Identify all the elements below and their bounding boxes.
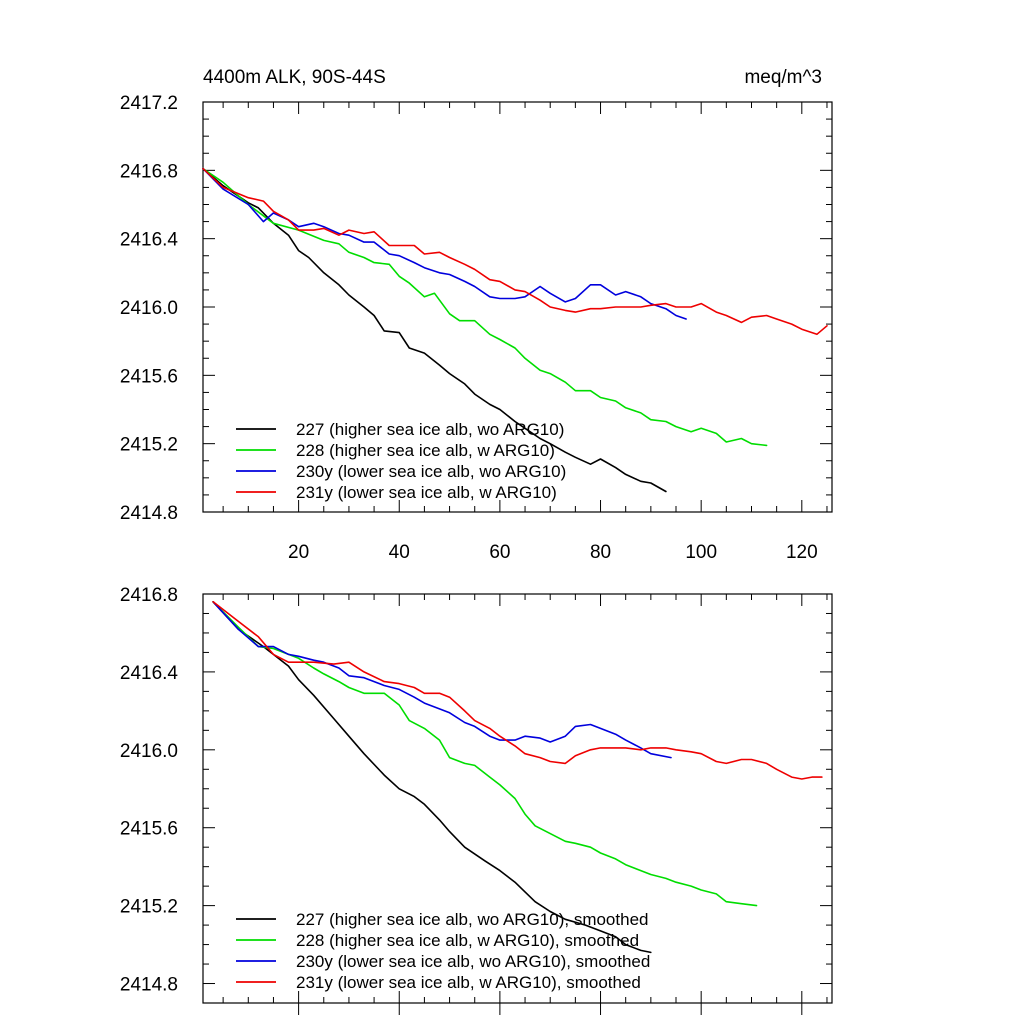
top-y-tick-label: 2415.2: [120, 435, 178, 456]
top-series-line-230y: [202, 167, 687, 320]
bottom-legend-label: 231y (lower sea ice alb, w ARG10), smoot…: [296, 973, 641, 992]
bottom-legend-label: 227 (higher sea ice alb, wo ARG10), smoo…: [296, 910, 648, 929]
bottom-plot-frame: [202, 593, 833, 1004]
bottom-y-tick-label: 2416.8: [120, 585, 178, 606]
top-x-tick-label: 120: [786, 542, 818, 563]
top-y-tick-label: 2416.0: [120, 298, 178, 319]
top-y-tick-label: 2416.4: [120, 230, 179, 251]
bottom-y-tick-label: 2415.6: [120, 819, 178, 840]
top-y-tick-label: 2415.6: [120, 366, 178, 387]
top-legend-label: 228 (higher sea ice alb, w ARG10): [296, 441, 555, 460]
bottom-y-tick-label: 2416.4: [120, 663, 179, 684]
top-x-tick-label: 60: [489, 542, 510, 563]
top-series-line-227: [202, 167, 667, 493]
top-x-tick-label: 80: [590, 542, 611, 563]
top-units-label: meq/m^3: [744, 67, 822, 88]
top-legend-label: 231y (lower sea ice alb, w ARG10): [296, 483, 557, 502]
bottom-series-line-230y: [212, 600, 672, 759]
top-x-tick-label: 40: [389, 542, 410, 563]
bottom-panel: 2414.8 2415.2 2415.6 2416.0 2416.4 2416.8 227 …: [120, 585, 833, 1015]
top-y-tick-label: 2417.2: [120, 93, 178, 114]
top-legend-label: 227 (higher sea ice alb, wo ARG10): [296, 420, 564, 439]
top-y-tick-label: 2414.8: [120, 503, 178, 524]
bottom-y-tick-label: 2416.0: [120, 741, 178, 762]
bottom-legend-label: 228 (higher sea ice alb, w ARG10), smoot…: [296, 931, 639, 950]
top-series-line-231y: [202, 167, 828, 336]
bottom-series-line-228: [212, 600, 758, 907]
top-series-line-228: [202, 167, 768, 447]
bottom-y-tick-label: 2414.8: [120, 975, 178, 996]
top-chart-title: 4400m ALK, 90S-44S: [203, 67, 386, 88]
bottom-series-line-227: [212, 600, 652, 954]
bottom-series-line-231y: [212, 600, 823, 780]
top-y-tick-label: 2416.8: [120, 161, 178, 182]
top-x-tick-label: 100: [685, 542, 717, 563]
top-panel: 2414.8 2415.2 2415.6 2416.0 2416.4 2416.8 2417…: [120, 67, 833, 563]
top-x-tick-label: 20: [288, 542, 309, 563]
bottom-y-tick-label: 2415.2: [120, 897, 178, 918]
top-legend-label: 230y (lower sea ice alb, wo ARG10): [296, 462, 566, 481]
bottom-legend-label: 230y (lower sea ice alb, wo ARG10), smoo…: [296, 952, 650, 971]
